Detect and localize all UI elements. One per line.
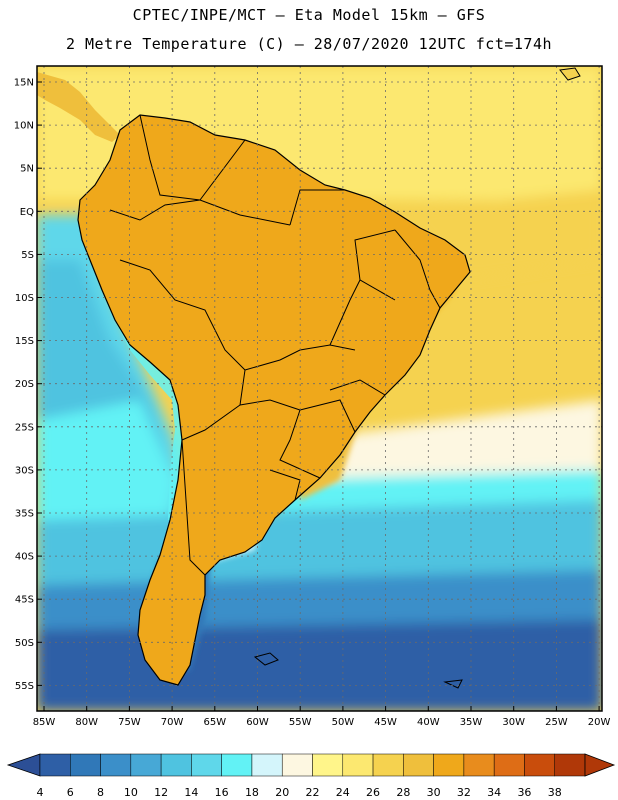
colorbar-low-arrow bbox=[6, 753, 41, 777]
lon-label: 25W bbox=[545, 717, 568, 728]
colorbar-segment bbox=[70, 753, 101, 777]
lat-label: 25S bbox=[15, 422, 34, 433]
colorbar-tick-label: 38 bbox=[548, 786, 562, 799]
lon-label: 60W bbox=[246, 717, 269, 728]
country-borders bbox=[77, 114, 471, 686]
colorbar-tick-label: 26 bbox=[366, 786, 380, 799]
latitude-labels: 15N 10N 5N EQ 5S 10S 15S 20S 25S 30S 35S 40S 45S 50S 5… bbox=[14, 78, 42, 692]
colorbar-segment bbox=[463, 753, 495, 777]
lon-label: 80W bbox=[75, 717, 98, 728]
lon-label: 75W bbox=[118, 717, 141, 728]
colorbar-segment bbox=[39, 753, 71, 777]
colorbar-tick-label: 4 bbox=[37, 786, 44, 799]
lon-label: 50W bbox=[332, 717, 355, 728]
colorbar-segment bbox=[191, 753, 222, 777]
colorbar-segment bbox=[372, 753, 404, 777]
lat-label: 15S bbox=[15, 336, 34, 347]
lat-label: 55S bbox=[15, 681, 34, 692]
colorbar-segment bbox=[130, 753, 162, 777]
colorbar-tick-label: 8 bbox=[97, 786, 104, 799]
lat-label: 15N bbox=[14, 78, 34, 89]
map-plot-area bbox=[37, 66, 602, 711]
lon-label: 70W bbox=[161, 717, 184, 728]
colorbar: 4 6 8 10 12 14 16 18 20 22 24 26 28 30 32 34 36 38 bbox=[6, 753, 616, 799]
falkland-islands bbox=[253, 652, 279, 666]
colorbar-tick-label: 24 bbox=[336, 786, 350, 799]
lon-label: 20W bbox=[588, 717, 611, 728]
lat-label: 20S bbox=[15, 379, 34, 390]
colorbar-segment bbox=[493, 753, 525, 777]
colorbar-segment bbox=[524, 753, 555, 777]
colorbar-tick-label: 20 bbox=[275, 786, 289, 799]
map-title-line1: CPTEC/INPE/MCT – Eta Model 15km – GFS bbox=[132, 6, 486, 24]
graticule bbox=[37, 66, 602, 711]
lon-label: 45W bbox=[374, 717, 397, 728]
colorbar-tick-label: 22 bbox=[306, 786, 320, 799]
lat-label: 5N bbox=[20, 164, 34, 175]
lon-label: 65W bbox=[203, 717, 226, 728]
central-america-landmass bbox=[37, 72, 120, 142]
colorbar-segment bbox=[433, 753, 465, 777]
colorbar-tick-label: 6 bbox=[67, 786, 74, 799]
colorbar-tick-label: 34 bbox=[487, 786, 501, 799]
lon-label: 40W bbox=[417, 717, 440, 728]
colorbar-segment bbox=[251, 753, 283, 777]
lon-label: 85W bbox=[33, 717, 56, 728]
lat-label: EQ bbox=[20, 207, 34, 218]
lat-label: 5S bbox=[21, 250, 34, 261]
plot-frame bbox=[36, 65, 603, 712]
colorbar-tick-label: 36 bbox=[517, 786, 531, 799]
longitude-labels: 85W 80W 75W 70W 65W 60W 55W 50W 45W 40W 35W 30W 25W 2… bbox=[33, 706, 611, 728]
lat-label: 45S bbox=[15, 595, 34, 606]
colorbar-tick-label: 18 bbox=[245, 786, 259, 799]
colorbar-tick-label: 12 bbox=[154, 786, 168, 799]
colorbar-segment bbox=[403, 753, 434, 777]
colorbar-segment bbox=[281, 753, 313, 777]
lat-label: 40S bbox=[15, 552, 34, 563]
colorbar-segment bbox=[312, 753, 344, 777]
colorbar-tick-label: 30 bbox=[427, 786, 441, 799]
lon-label: 30W bbox=[502, 717, 525, 728]
lat-label: 10N bbox=[14, 121, 34, 132]
colorbar-tick-label: 28 bbox=[396, 786, 410, 799]
colorbar-segment bbox=[100, 753, 132, 777]
colorbar-segment bbox=[342, 753, 374, 777]
colorbar-tick-label: 14 bbox=[184, 786, 198, 799]
lat-label: 30S bbox=[15, 465, 34, 476]
lon-label: 35W bbox=[460, 717, 483, 728]
lat-label: 10S bbox=[15, 293, 34, 304]
colorbar-tick-label: 10 bbox=[124, 786, 138, 799]
colorbar-high-arrow bbox=[584, 753, 616, 777]
colorbar-segment bbox=[160, 753, 192, 777]
colorbar-tick-label: 32 bbox=[457, 786, 471, 799]
lat-label: 50S bbox=[15, 638, 34, 649]
lat-label: 35S bbox=[15, 509, 34, 520]
colorbar-tick-label: 16 bbox=[215, 786, 229, 799]
caribbean-island bbox=[559, 67, 581, 81]
colorbar-segment bbox=[221, 753, 253, 777]
colorbar-segment bbox=[554, 753, 586, 777]
lon-label: 55W bbox=[289, 717, 312, 728]
map-title-line2: 2 Metre Temperature (C) – 28/07/2020 12U… bbox=[65, 35, 553, 53]
